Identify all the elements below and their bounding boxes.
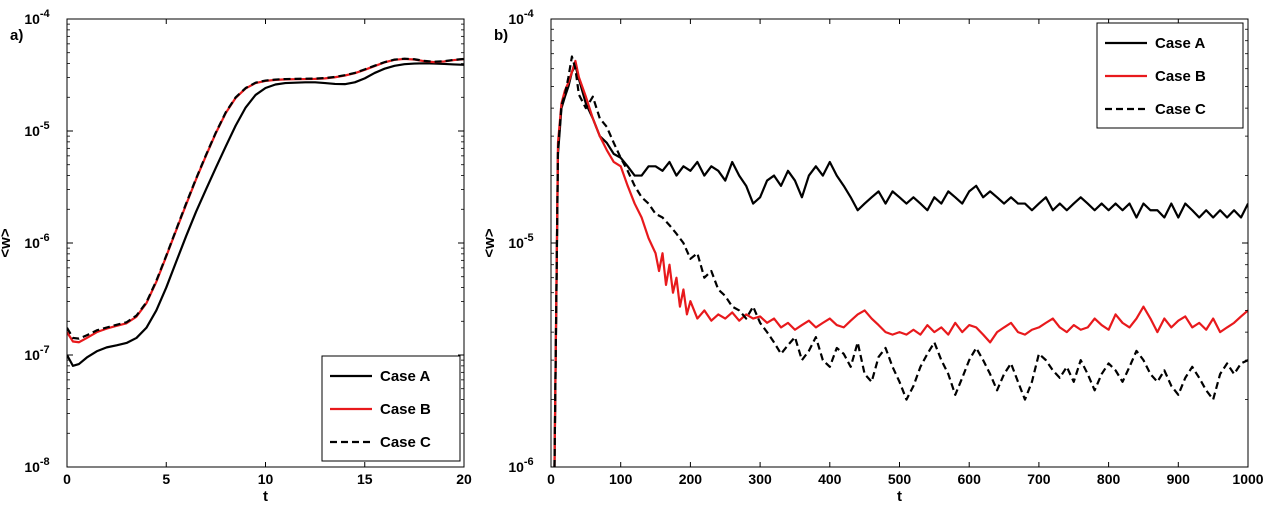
panel-label: b) (494, 27, 508, 44)
x-tick-label: 0 (63, 471, 71, 487)
legend-entry-case-c: Case C (1155, 101, 1206, 118)
x-tick-label: 10 (258, 471, 274, 487)
series-line-case-a (553, 64, 1248, 467)
series-line-case-b (67, 57, 464, 344)
x-tick-label: 200 (679, 471, 703, 487)
x-tick-label: 1000 (1232, 471, 1263, 487)
legend-entry-case-c: Case C (380, 434, 431, 451)
y-tick-label: 10-8 (24, 456, 49, 475)
series-line-case-b (553, 59, 1248, 467)
y-tick-label: 10-4 (508, 8, 534, 27)
legend-entry-case-a: Case A (1155, 35, 1205, 52)
y-axis-label: <w> (481, 228, 498, 257)
x-tick-label: 700 (1027, 471, 1051, 487)
series-line-case-c (67, 57, 464, 340)
x-tick-label: 600 (958, 471, 982, 487)
y-tick-label: 10-5 (24, 120, 49, 139)
y-tick-label: 10-5 (508, 232, 533, 251)
series-line-case-c (553, 55, 1248, 467)
x-tick-label: 300 (748, 471, 772, 487)
x-tick-label: 900 (1167, 471, 1191, 487)
x-tick-label: 400 (818, 471, 842, 487)
chart-panel-b: 0 100 200 300 400 500 600 700 800 900 1000 10-6 10-5… (481, 8, 1264, 505)
x-tick-label: 800 (1097, 471, 1121, 487)
chart-panel-a: 0 5 10 15 20 10-8 10-7 10-6 10-5 10-4 t <w> a) Case A… (0, 8, 472, 505)
x-tick-label: 5 (162, 471, 170, 487)
y-tick-label: 10-4 (24, 8, 50, 27)
legend: Case A Case B Case C (1096, 22, 1244, 129)
x-tick-label: 500 (888, 471, 912, 487)
legend: Case A Case B Case C (321, 355, 461, 462)
x-axis-label: t (263, 488, 268, 505)
legend-entry-case-b: Case B (1155, 68, 1206, 85)
x-tick-label: 15 (357, 471, 373, 487)
legend-entry-case-a: Case A (380, 368, 430, 385)
series-line-case-a (67, 62, 464, 367)
panel-label: a) (10, 27, 23, 44)
x-tick-label: 0 (547, 471, 555, 487)
y-tick-label: 10-6 (24, 232, 49, 251)
y-axis-label: <w> (0, 228, 14, 257)
y-tick-label: 10-7 (24, 344, 49, 363)
x-axis-label: t (897, 488, 902, 505)
y-tick-label: 10-6 (508, 456, 533, 475)
legend-entry-case-b: Case B (380, 401, 431, 418)
x-tick-label: 100 (609, 471, 633, 487)
x-tick-label: 20 (456, 471, 472, 487)
